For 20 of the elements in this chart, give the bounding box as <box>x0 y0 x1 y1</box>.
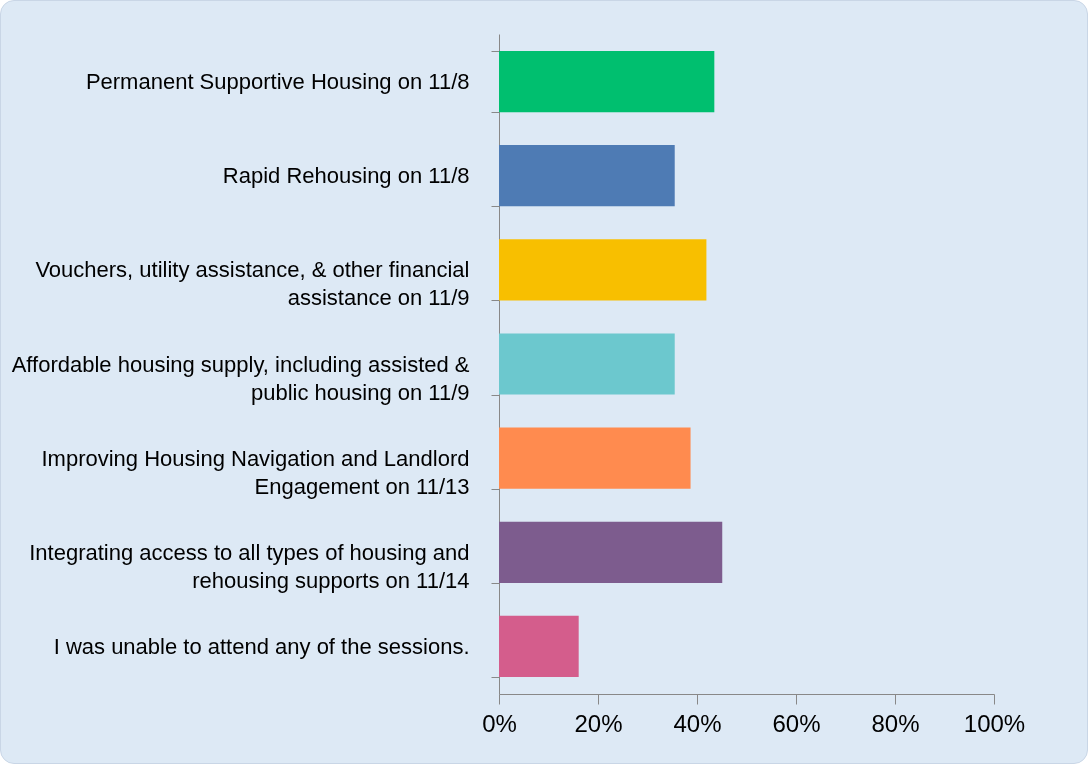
bar <box>499 521 723 583</box>
y-tick-label: Affordable housing supply, including assisted & public housing on 11/9 <box>11 351 470 405</box>
bar <box>499 50 715 113</box>
bar <box>499 333 675 395</box>
x-tick-label: 80% <box>871 709 920 737</box>
y-tick-label: Vouchers, utility assistance, & other financial assistance on 11/9 <box>35 257 470 311</box>
y-tick-label: Integrating access to all types of housing and rehousing supports on 11/14 <box>29 539 470 593</box>
x-tick-label: 20% <box>574 709 623 737</box>
bar <box>499 615 579 678</box>
bar <box>499 427 691 489</box>
y-tick-label: I was unable to attend any of the sessions. <box>53 633 470 659</box>
bar <box>499 145 675 207</box>
x-tick-label: 100% <box>963 709 1026 737</box>
y-tick-label: Permanent Supportive Housing on 11/8 <box>85 69 470 95</box>
y-tick-label: Improving Housing Navigation and Landlord Engagement on 11/13 <box>41 445 470 499</box>
bar <box>499 239 707 301</box>
x-tick-label: 60% <box>772 709 821 737</box>
x-tick-label: 0% <box>482 709 517 737</box>
x-tick-label: 40% <box>673 709 722 737</box>
y-tick-label: Rapid Rehousing on 11/8 <box>222 163 470 189</box>
